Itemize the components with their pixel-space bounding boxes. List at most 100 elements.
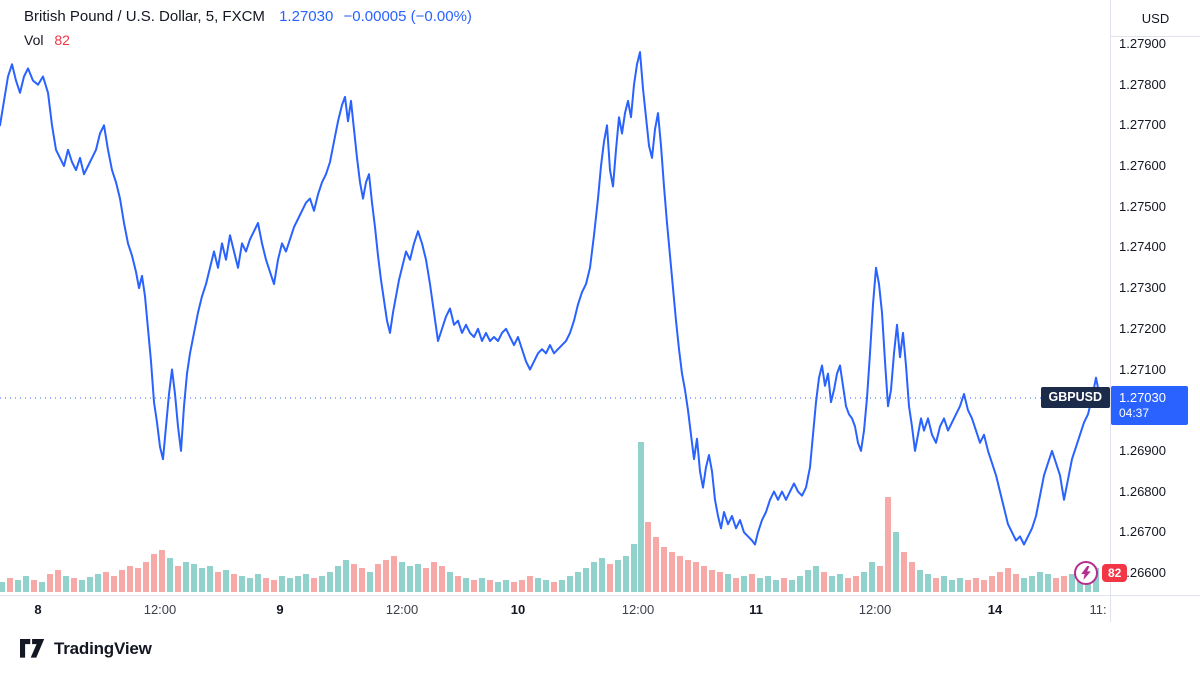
volume-label[interactable]: Vol <box>24 32 44 48</box>
volume-bar <box>917 570 923 592</box>
volume-bar <box>367 572 373 592</box>
volume-bar <box>87 577 93 592</box>
volume-bar <box>877 566 883 592</box>
symbol-price-axis-tag: GBPUSD <box>1040 387 1110 409</box>
price-axis[interactable]: USD 1.27030 04:37 1.27900 1.27800 1.27700 1… <box>1110 0 1200 622</box>
volume-bar <box>119 570 125 592</box>
volume-bar <box>511 582 517 592</box>
volume-badge: 82 <box>1102 564 1128 582</box>
price-tick-label: 1.26700 <box>1119 524 1166 540</box>
time-tick-label: 12:00 <box>858 602 892 617</box>
price-change-value: −0.00005 (−0.00%) <box>343 8 472 25</box>
volume-bar <box>1037 572 1043 592</box>
volume-bar <box>0 582 5 592</box>
time-tick-label: 14 <box>987 602 1003 617</box>
price-tick-label: 1.27600 <box>1119 158 1166 174</box>
volume-bar <box>567 576 573 592</box>
volume-bar <box>575 572 581 592</box>
volume-bar <box>31 580 37 592</box>
volume-bar <box>383 560 389 592</box>
tradingview-logo-icon[interactable] <box>20 639 46 659</box>
volume-bar <box>805 570 811 592</box>
volume-bar <box>845 578 851 592</box>
symbol-title[interactable]: British Pound / U.S. Dollar, 5, FXCM <box>24 8 265 25</box>
volume-bar <box>271 580 277 592</box>
price-tick-label: 1.26900 <box>1119 442 1166 458</box>
time-tick-label: 9 <box>276 602 284 617</box>
volume-bar <box>661 547 667 592</box>
volume-bar <box>607 564 613 592</box>
volume-bar <box>319 576 325 592</box>
price-chart-canvas[interactable] <box>0 0 1110 595</box>
volume-bar <box>653 537 659 592</box>
volume-bar <box>669 552 675 592</box>
volume-bar <box>757 578 763 592</box>
volume-bar <box>495 582 501 592</box>
volume-bar <box>63 576 69 592</box>
volume-bar <box>359 568 365 592</box>
volume-bar <box>685 560 691 592</box>
volume-bar <box>973 578 979 592</box>
volume-bar <box>143 562 149 592</box>
price-tick-label: 1.27100 <box>1119 361 1166 377</box>
volume-bar <box>551 582 557 592</box>
footer: TradingView <box>20 639 152 659</box>
volume-bar <box>925 574 931 592</box>
volume-bar <box>781 578 787 592</box>
time-axis-divider <box>0 595 1200 596</box>
time-tick-label: 11: <box>1089 602 1107 617</box>
volume-bar <box>55 570 61 592</box>
volume-bar <box>303 574 309 592</box>
volume-bar <box>439 566 445 592</box>
volume-bar <box>709 570 715 592</box>
volume-bar <box>543 580 549 592</box>
volume-bar <box>375 564 381 592</box>
volume-bar <box>455 576 461 592</box>
volume-bar <box>1077 576 1083 592</box>
volume-bar <box>821 572 827 592</box>
volume-bar <box>247 578 253 592</box>
tradingview-wordmark[interactable]: TradingView <box>54 639 152 658</box>
volume-bar <box>295 576 301 592</box>
volume-bar <box>287 578 293 592</box>
volume-bar <box>47 574 53 592</box>
volume-bar <box>829 576 835 592</box>
legend-symbol-row: British Pound / U.S. Dollar, 5, FXCM 1.2… <box>24 8 472 25</box>
volume-bar <box>1093 568 1099 592</box>
volume-bar <box>151 554 157 592</box>
volume-bar <box>71 578 77 592</box>
volume-bar <box>279 576 285 592</box>
last-price-value: 1.27030 <box>279 8 334 25</box>
volume-bar <box>631 544 637 592</box>
volume-bar <box>957 578 963 592</box>
volume-bar <box>399 562 405 592</box>
volume-bar <box>167 558 173 592</box>
volume-bar <box>1069 574 1075 592</box>
time-axis[interactable]: 8 12:00 9 12:00 10 12:00 11 12:00 14 11: <box>0 596 1110 622</box>
volume-bar <box>1013 574 1019 592</box>
currency-usd-button[interactable]: USD <box>1111 0 1200 37</box>
volume-bar <box>615 560 621 592</box>
indicator-bubble[interactable]: 82 <box>1074 561 1128 585</box>
volume-bar <box>559 580 565 592</box>
volume-bar <box>725 574 731 592</box>
volume-bar <box>447 572 453 592</box>
time-tick-label: 10 <box>510 602 526 617</box>
volume-bar <box>527 576 533 592</box>
volume-bar <box>797 576 803 592</box>
volume-bar <box>965 580 971 592</box>
volume-bar <box>343 560 349 592</box>
volume-bar <box>23 576 29 592</box>
current-price-value: 1.27030 <box>1119 390 1166 406</box>
volume-bar <box>1045 574 1051 592</box>
volume-bar <box>127 566 133 592</box>
volume-bar <box>733 578 739 592</box>
volume-bar <box>693 562 699 592</box>
time-tick-label: 11 <box>749 602 763 617</box>
volume-bar <box>311 578 317 592</box>
current-price-tag: 1.27030 04:37 <box>1111 386 1188 426</box>
volume-bar <box>901 552 907 592</box>
volume-bar <box>773 580 779 592</box>
volume-bar <box>103 572 109 592</box>
volume-bar <box>885 497 891 592</box>
